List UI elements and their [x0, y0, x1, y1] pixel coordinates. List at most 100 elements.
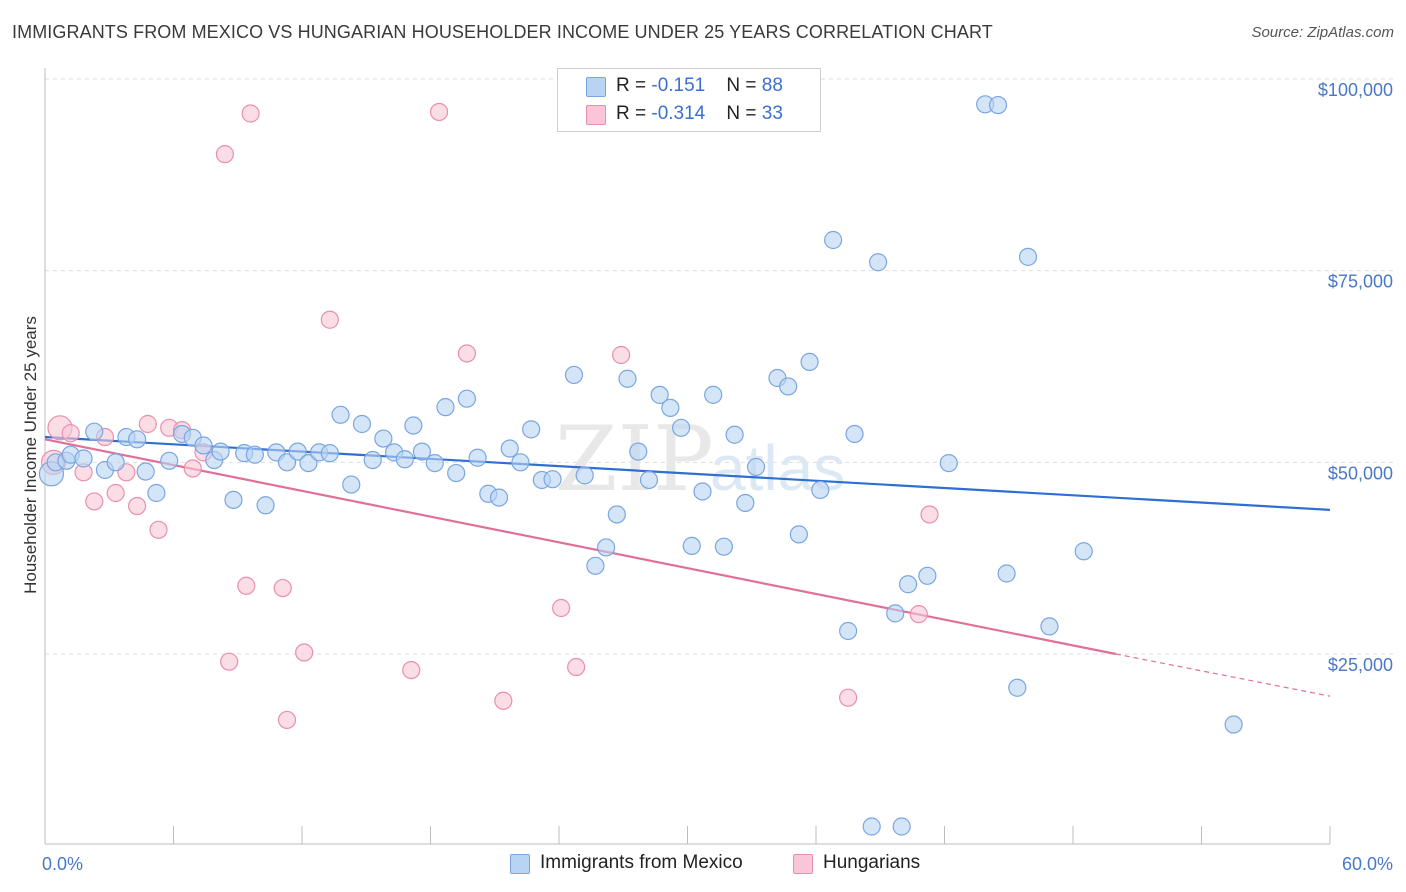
point-hungarians	[494, 691, 513, 710]
point-mexico	[374, 429, 393, 448]
point-mexico	[106, 453, 125, 472]
point-mexico	[618, 369, 637, 388]
legend-r-value: -0.151	[651, 75, 706, 96]
trend-line-hungarians-extension	[1115, 653, 1331, 697]
point-hungarians	[567, 657, 586, 677]
point-mexico	[693, 482, 712, 501]
tick-labels: $25,000 $50,000 $75,000 $100,000 0.0% 60.0%	[42, 80, 1393, 874]
point-mexico	[736, 493, 755, 513]
point-mexico	[277, 453, 297, 472]
legend-label-mexico: Immigrants from Mexico	[540, 852, 743, 873]
point-mexico	[457, 389, 477, 408]
point-hungarians	[215, 145, 234, 164]
point-mexico	[824, 230, 843, 250]
point-hungarians	[920, 505, 939, 524]
point-hungarians	[149, 520, 168, 539]
point-mexico	[1224, 715, 1243, 734]
point-mexico	[607, 505, 626, 524]
point-mexico	[489, 488, 509, 507]
point-hungarians	[273, 578, 292, 598]
point-hungarians	[402, 660, 421, 680]
point-hungarians	[429, 102, 449, 122]
point-mexico	[997, 564, 1016, 583]
legend-label-hungarians: Hungarians	[823, 852, 921, 873]
point-mexico	[447, 463, 466, 483]
y-tick-label: $25,000	[1328, 655, 1393, 675]
legend-n-value: 33	[761, 103, 783, 124]
point-mexico	[160, 451, 179, 470]
point-mexico	[704, 385, 723, 404]
legend-swatch-hungarians	[793, 854, 813, 874]
y-tick-label: $75,000	[1328, 272, 1393, 292]
point-mexico	[639, 470, 659, 490]
point-hungarians	[183, 459, 202, 478]
y-axis-label: Householder Income Under 25 years	[21, 316, 40, 594]
legend-row-hungarians: R = -0.314 N = 33	[616, 103, 783, 125]
point-mexico	[85, 422, 104, 441]
point-mexico	[500, 439, 519, 458]
legend-row-mexico: R = -0.151 N = 88	[616, 75, 783, 97]
point-mexico	[862, 817, 881, 836]
point-mexico	[256, 496, 275, 515]
point-mexico	[845, 424, 864, 444]
point-mexico	[245, 445, 264, 464]
point-mexico	[136, 462, 155, 481]
point-mexico	[629, 442, 648, 461]
point-hungarians	[241, 104, 260, 123]
point-mexico	[127, 430, 147, 449]
x-tick-label: 60.0%	[1342, 854, 1393, 874]
point-mexico	[342, 475, 361, 494]
point-hungarians	[457, 344, 477, 363]
y-tick-label: $100,000	[1318, 80, 1393, 100]
point-mexico	[147, 483, 166, 503]
point-hungarians	[138, 414, 157, 434]
trend-line-hungarians	[44, 438, 1117, 656]
chart-title: IMMIGRANTS FROM MEXICO VS HUNGARIAN HOUS…	[12, 22, 993, 42]
legend-n-label: N =	[726, 103, 762, 124]
point-mexico	[939, 454, 958, 473]
point-mexico	[564, 365, 584, 385]
point-mexico	[363, 450, 382, 470]
y-tick-label: $50,000	[1328, 463, 1393, 483]
point-mexico	[1018, 247, 1038, 266]
point-mexico	[425, 454, 444, 473]
legend-item-mexico: Immigrants from Mexico	[510, 852, 743, 874]
point-mexico	[436, 398, 455, 417]
point-mexico	[886, 604, 905, 623]
point-hungarians	[612, 345, 631, 365]
point-hungarians	[220, 652, 239, 671]
point-mexico	[789, 525, 808, 544]
point-hungarians	[277, 710, 297, 730]
point-hungarians	[106, 483, 125, 503]
point-hungarians	[552, 598, 571, 618]
point-mexico	[586, 556, 605, 575]
point-mexico	[194, 436, 213, 455]
grid	[45, 78, 1395, 655]
legend-r-value: -0.314	[651, 103, 706, 124]
point-mexico	[1040, 617, 1059, 636]
point-mexico	[811, 480, 830, 500]
point-mexico	[511, 453, 530, 472]
point-mexico	[650, 385, 669, 404]
legend-swatch-mexico	[586, 77, 606, 97]
point-mexico	[597, 538, 616, 557]
point-hungarians	[909, 605, 928, 624]
data-points	[38, 95, 1243, 836]
point-mexico	[74, 449, 93, 468]
point-mexico	[575, 466, 594, 485]
point-mexico	[331, 405, 350, 424]
point-mexico	[918, 566, 937, 585]
legend-r-label: R =	[616, 75, 652, 96]
legend-n-label: N =	[726, 75, 762, 96]
point-mexico	[839, 621, 858, 641]
legend-r-label: R =	[616, 103, 652, 124]
point-hungarians	[295, 643, 314, 662]
point-mexico	[522, 420, 541, 439]
point-hungarians	[127, 496, 147, 516]
point-mexico	[404, 416, 423, 435]
x-tick-label: 0.0%	[42, 854, 83, 874]
point-mexico	[1074, 542, 1093, 561]
point-mexico	[395, 450, 414, 469]
point-mexico	[869, 253, 888, 272]
